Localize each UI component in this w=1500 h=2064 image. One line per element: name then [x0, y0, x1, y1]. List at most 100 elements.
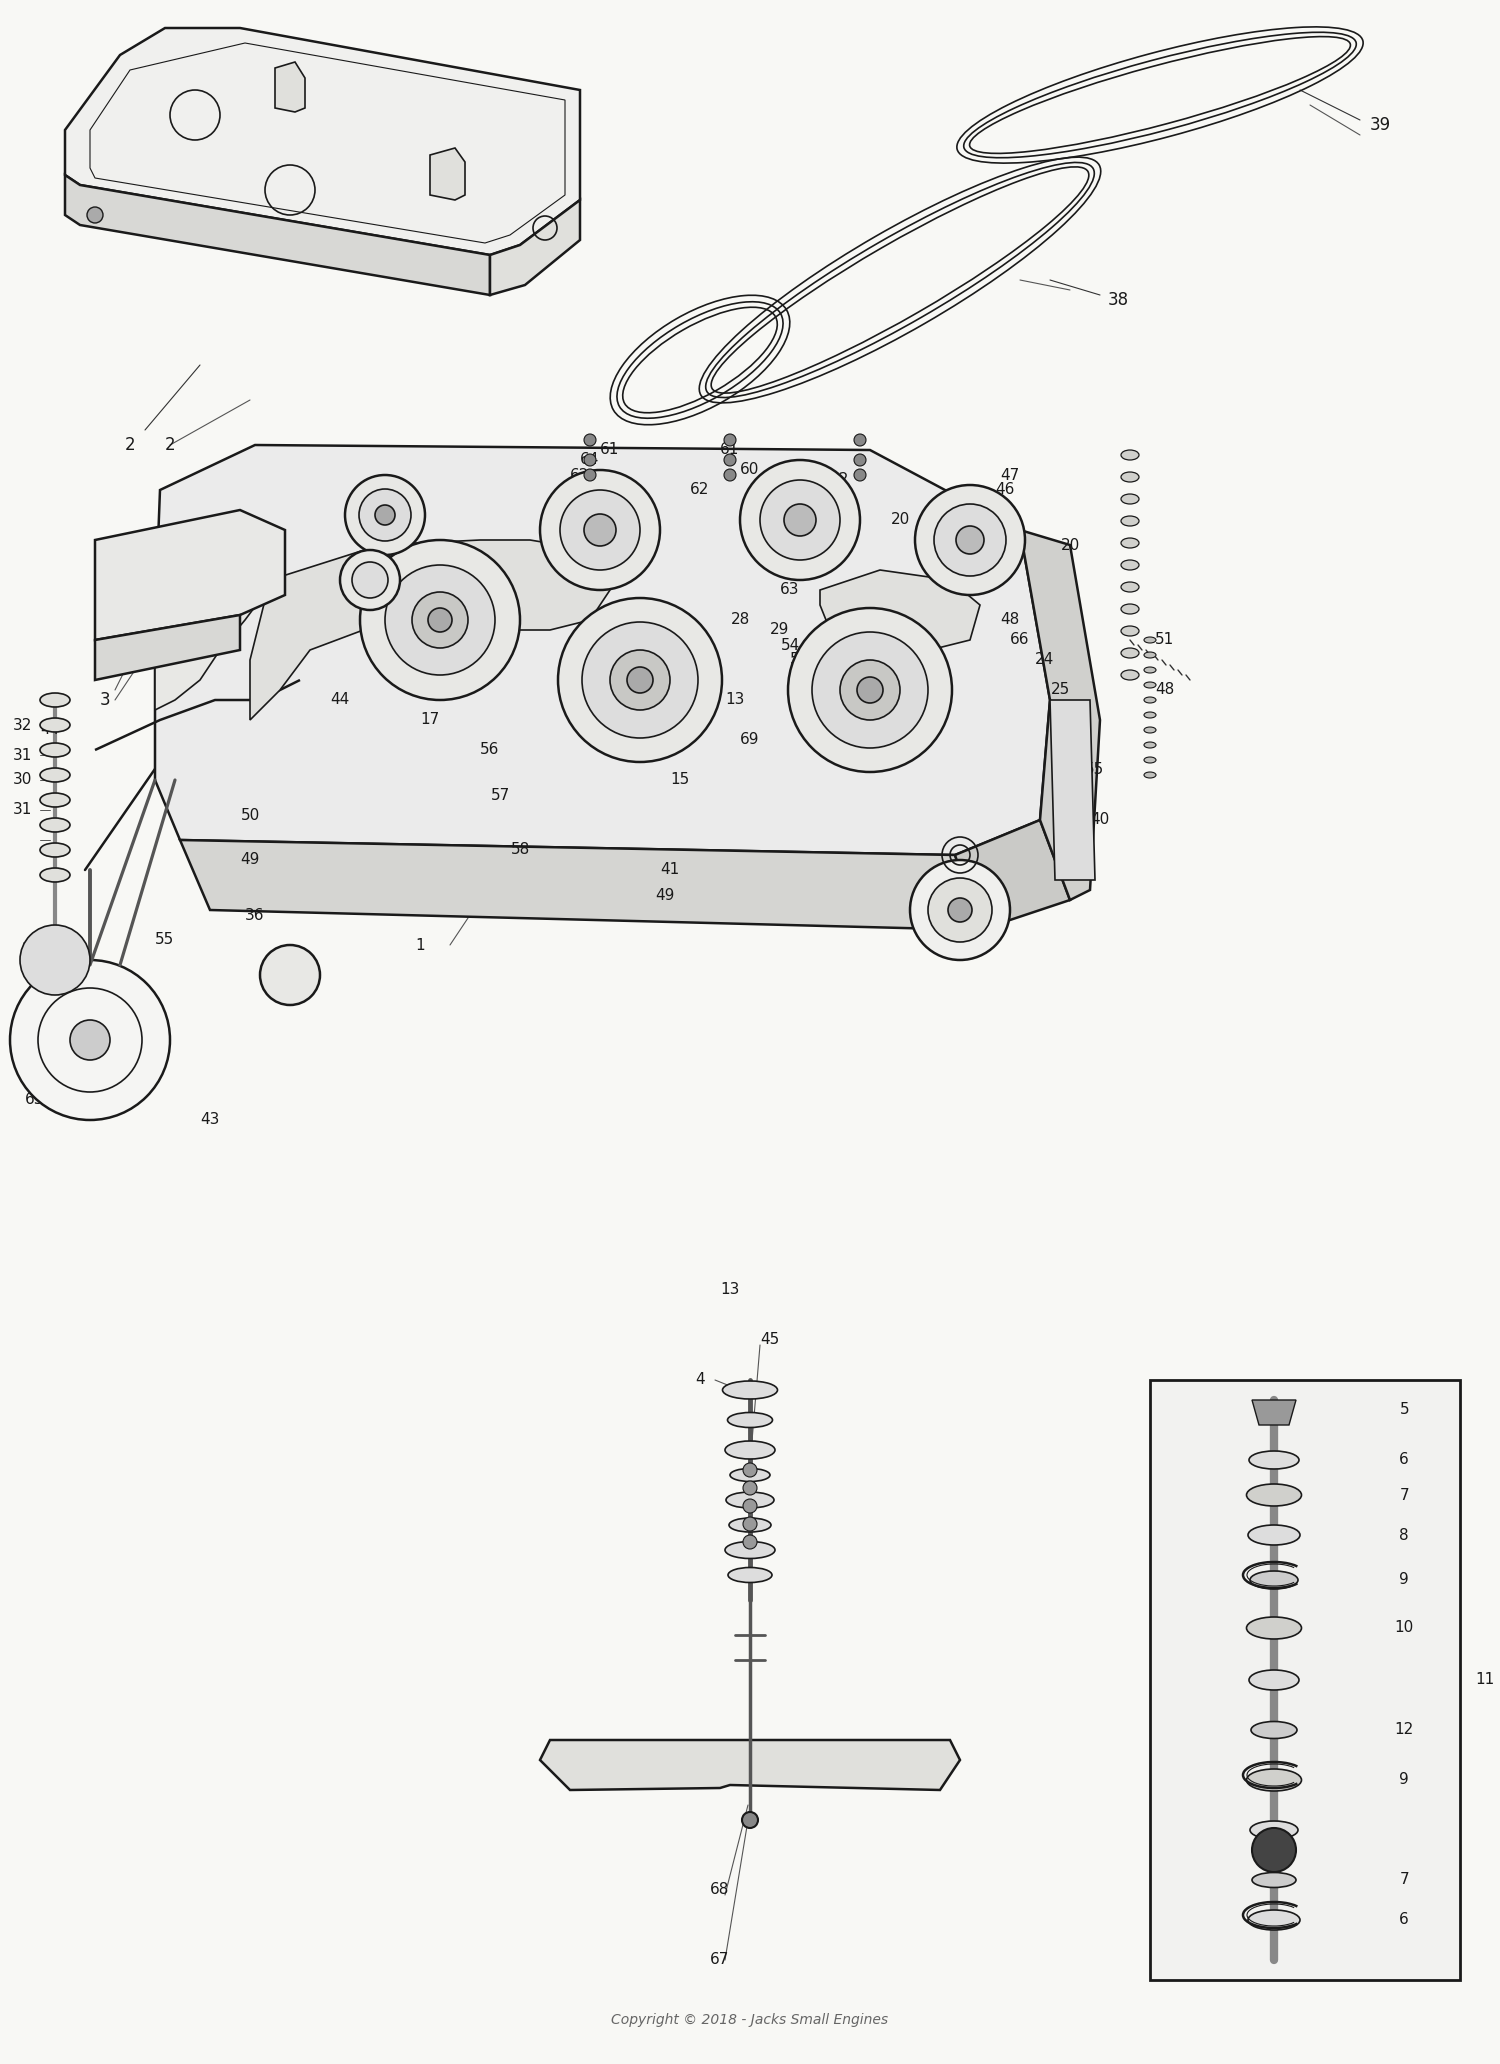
Circle shape [724, 433, 736, 446]
Text: 2: 2 [124, 436, 135, 454]
Text: 56: 56 [480, 743, 500, 757]
Text: 9: 9 [1400, 1573, 1408, 1587]
Text: 61: 61 [720, 442, 740, 458]
Text: 66: 66 [670, 648, 690, 663]
Text: 44: 44 [330, 694, 350, 708]
Circle shape [375, 506, 394, 524]
Ellipse shape [40, 694, 70, 708]
Text: 4: 4 [694, 1373, 705, 1387]
Polygon shape [154, 590, 260, 710]
Text: 53: 53 [790, 652, 810, 667]
Circle shape [812, 632, 928, 747]
Text: 30: 30 [12, 772, 32, 788]
Circle shape [413, 592, 468, 648]
Ellipse shape [1144, 698, 1156, 704]
Polygon shape [64, 29, 580, 256]
Circle shape [948, 898, 972, 923]
Ellipse shape [1144, 652, 1156, 658]
Circle shape [910, 861, 1010, 960]
Text: 54: 54 [780, 638, 800, 652]
Polygon shape [274, 62, 304, 111]
Text: 48: 48 [186, 611, 204, 625]
Circle shape [956, 526, 984, 553]
Text: 62: 62 [570, 469, 590, 483]
Circle shape [856, 677, 883, 704]
Text: 49: 49 [656, 888, 675, 902]
Circle shape [70, 1020, 110, 1061]
Text: 17: 17 [420, 712, 440, 727]
Circle shape [928, 877, 992, 941]
Text: 63: 63 [780, 582, 800, 596]
Circle shape [10, 960, 170, 1121]
Text: 27: 27 [550, 508, 570, 522]
Ellipse shape [1246, 1484, 1302, 1507]
Circle shape [853, 454, 865, 466]
Circle shape [540, 471, 660, 590]
Text: 43: 43 [201, 1112, 219, 1127]
Text: 1: 1 [416, 937, 424, 952]
Ellipse shape [728, 1412, 772, 1428]
Text: 60: 60 [741, 462, 759, 477]
Circle shape [742, 1536, 758, 1548]
Text: 14: 14 [690, 1752, 709, 1767]
Circle shape [740, 460, 860, 580]
Text: 35: 35 [86, 993, 105, 1007]
Text: 5: 5 [1400, 1404, 1408, 1418]
Circle shape [260, 945, 320, 1005]
Text: 33: 33 [22, 943, 42, 958]
Ellipse shape [1120, 473, 1138, 483]
Text: 9: 9 [1400, 1773, 1408, 1787]
Circle shape [610, 650, 670, 710]
Text: Copyright © 2018 - Jacks Small Engines: Copyright © 2018 - Jacks Small Engines [612, 2012, 888, 2027]
Circle shape [20, 925, 90, 995]
Text: 49: 49 [240, 852, 260, 867]
Ellipse shape [1250, 1820, 1298, 1839]
Text: 13: 13 [720, 1282, 740, 1298]
Text: 18: 18 [405, 642, 424, 658]
Text: 7: 7 [1400, 1872, 1408, 1886]
Ellipse shape [1120, 493, 1138, 504]
Ellipse shape [1250, 1571, 1298, 1589]
Circle shape [1252, 1829, 1296, 1872]
Circle shape [742, 1498, 758, 1513]
Text: 11: 11 [1476, 1672, 1494, 1688]
Text: 20: 20 [1060, 537, 1080, 553]
Circle shape [934, 504, 1006, 576]
Text: 68: 68 [711, 1882, 729, 1897]
Circle shape [784, 504, 816, 537]
Text: 10: 10 [1395, 1620, 1414, 1635]
Circle shape [87, 206, 104, 223]
Ellipse shape [1120, 671, 1138, 679]
Text: 8: 8 [1400, 1527, 1408, 1542]
Circle shape [584, 469, 596, 481]
Polygon shape [94, 615, 240, 679]
Text: 52: 52 [831, 733, 849, 747]
Text: 50: 50 [240, 807, 260, 821]
Ellipse shape [1250, 1670, 1299, 1690]
Polygon shape [821, 570, 980, 650]
Circle shape [345, 475, 424, 555]
Polygon shape [956, 819, 1070, 931]
Circle shape [627, 667, 652, 694]
Ellipse shape [726, 1492, 774, 1509]
Text: 26: 26 [1065, 712, 1084, 727]
Circle shape [915, 485, 1024, 594]
Text: 61: 61 [600, 442, 619, 458]
Text: 2: 2 [165, 436, 176, 454]
Circle shape [584, 433, 596, 446]
Text: 39: 39 [1370, 116, 1390, 134]
Circle shape [427, 609, 451, 632]
Text: 24: 24 [1035, 652, 1054, 667]
Ellipse shape [1250, 1451, 1299, 1470]
Ellipse shape [730, 1468, 770, 1482]
Circle shape [788, 609, 952, 772]
Ellipse shape [1252, 1872, 1296, 1886]
Circle shape [853, 433, 865, 446]
Circle shape [358, 489, 411, 541]
Text: 3: 3 [99, 691, 111, 710]
Ellipse shape [1246, 1616, 1302, 1639]
Text: 7: 7 [1400, 1488, 1408, 1503]
Text: 48: 48 [1155, 683, 1174, 698]
Ellipse shape [40, 743, 70, 757]
Circle shape [742, 1463, 758, 1478]
